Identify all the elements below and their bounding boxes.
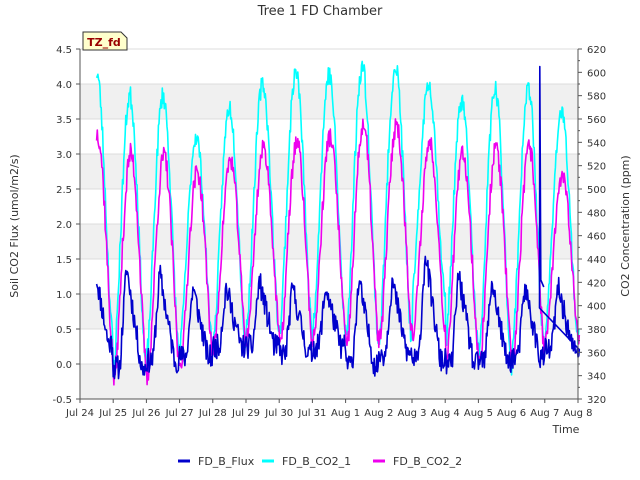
y-tick-label-left: 3.0 <box>56 150 72 161</box>
series-layer <box>95 60 581 386</box>
x-tick-label: Jul 27 <box>165 408 194 419</box>
y-tick-label-right: 400 <box>587 302 606 313</box>
y-axis-label-left: Soil CO2 Flux (umol/m2/s) <box>8 154 21 297</box>
band <box>80 84 578 119</box>
y-tick-label-right: 620 <box>587 45 606 56</box>
y-tick-label-right: 560 <box>587 115 606 126</box>
axes: -0.5 0.0 0.5 1.0 1.5 2.0 2.5 3.0 3.5 4.0 4.5 Jul 24… <box>52 45 606 419</box>
x-tick-label: Aug 1 <box>331 408 360 419</box>
x-tick-label: Jul 28 <box>198 408 227 419</box>
band <box>80 224 578 259</box>
y-tick-label-right: 580 <box>587 92 606 103</box>
y-tick-label-left: 1.0 <box>56 290 72 301</box>
badge: TZ_fd <box>82 31 128 51</box>
y-tick-label-right: 340 <box>587 372 606 383</box>
x-tick-label: Aug 2 <box>364 408 393 419</box>
y-tick-label-left: 3.5 <box>56 115 72 126</box>
y-tick-label-left: 1.5 <box>56 255 72 266</box>
x-tick-label: Jul 25 <box>98 408 127 419</box>
y-tick-label-right: 540 <box>587 138 606 149</box>
y-tick-label-right: 460 <box>587 232 606 243</box>
badge-label: TZ_fd <box>87 36 121 49</box>
x-tick-label: Aug 6 <box>497 408 526 419</box>
legend-label: FD_B_CO2_1 <box>282 455 351 468</box>
x-tick-label: Aug 3 <box>397 408 426 419</box>
y-tick-label-left: 4.0 <box>56 80 72 91</box>
y-tick-label-left: 0.0 <box>56 360 72 371</box>
y-tick-label-right: 520 <box>587 162 606 173</box>
legend-label: FD_B_CO2_2 <box>393 455 462 468</box>
y-tick-label-right: 380 <box>587 325 606 336</box>
x-tick-label: Aug 7 <box>530 408 559 419</box>
series-line-fd-b-co2-2 <box>95 118 581 386</box>
y-tick-label-left: 0.5 <box>56 325 72 336</box>
band <box>80 154 578 189</box>
band <box>80 364 578 399</box>
x-tick-label: Jul 29 <box>231 408 260 419</box>
y-tick-label-right: 420 <box>587 278 606 289</box>
y-axis-label-right: CO2 Concentration (ppm) <box>619 155 632 296</box>
y-tick-label-right: 480 <box>587 208 606 219</box>
x-tick-label: Jul 30 <box>264 408 293 419</box>
y-tick-label-right: 500 <box>587 185 606 196</box>
y-tick-label-right: 320 <box>587 395 606 406</box>
badge-shape <box>82 31 128 51</box>
x-tick-label: Aug 8 <box>563 408 592 419</box>
y-tick-label-left: 4.5 <box>56 45 72 56</box>
legend-label: FD_B_Flux <box>198 455 255 468</box>
y-tick-label-left: 2.0 <box>56 220 72 231</box>
x-tick-label: Aug 5 <box>464 408 493 419</box>
y-tick-label-right: 360 <box>587 348 606 359</box>
y-tick-label-left: 2.5 <box>56 185 72 196</box>
series-line-fd-b-flux <box>95 65 581 380</box>
chart-title: Tree 1 FD Chamber <box>257 4 383 19</box>
x-tick-label: Aug 4 <box>431 408 460 419</box>
x-tick-label: Jul 24 <box>65 408 94 419</box>
x-tick-label: Jul 31 <box>297 408 326 419</box>
y-tick-label-left: -0.5 <box>52 395 72 406</box>
legend: FD_B_Flux FD_B_CO2_1 FD_B_CO2_2 <box>178 455 462 468</box>
y-tick-label-right: 600 <box>587 68 606 79</box>
x-tick-label: Jul 26 <box>131 408 160 419</box>
y-tick-label-right: 440 <box>587 255 606 266</box>
x-axis-label: Time <box>552 423 580 436</box>
